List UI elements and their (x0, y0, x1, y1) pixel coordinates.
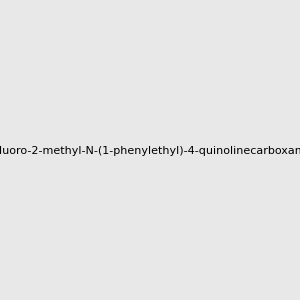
Text: 6-fluoro-2-methyl-N-(1-phenylethyl)-4-quinolinecarboxamide: 6-fluoro-2-methyl-N-(1-phenylethyl)-4-qu… (0, 146, 300, 157)
